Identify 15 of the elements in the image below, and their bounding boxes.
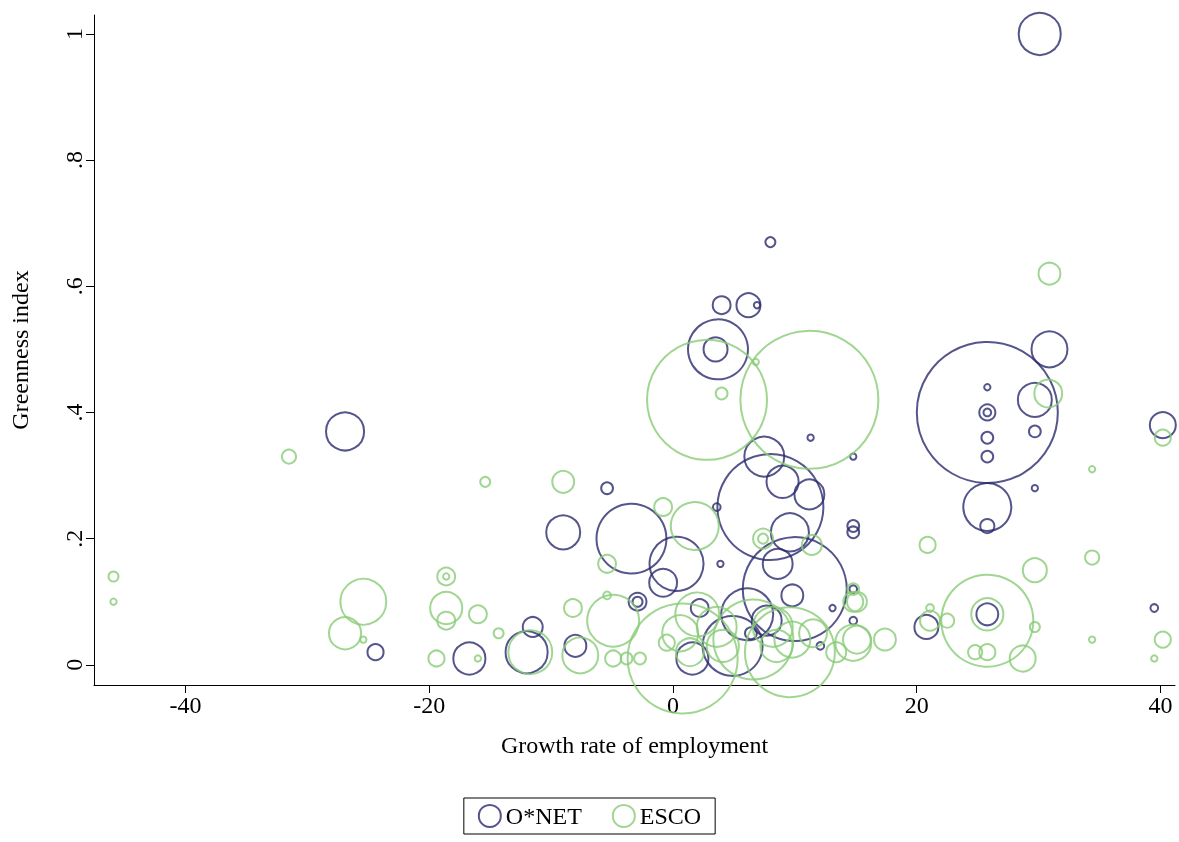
x-tick-label: 20 xyxy=(904,692,929,718)
y-tick-label: .8 xyxy=(61,151,87,170)
x-axis-title: Growth rate of employment xyxy=(500,732,769,758)
y-axis-title: Greenness index xyxy=(7,270,33,430)
y-tick-label: .6 xyxy=(61,277,87,296)
legend-label: ESCO xyxy=(639,803,702,829)
x-tick-label: -20 xyxy=(413,692,446,718)
x-tick-label: 40 xyxy=(1148,692,1173,718)
y-tick-label: .4 xyxy=(61,403,87,422)
x-tick-label: -40 xyxy=(169,692,202,718)
x-tick-label: 0 xyxy=(666,692,679,718)
y-tick-label: .2 xyxy=(61,529,87,548)
legend-label: O*NET xyxy=(505,803,583,829)
y-tick-label: 0 xyxy=(61,658,87,671)
y-tick-label: 1 xyxy=(61,27,87,40)
